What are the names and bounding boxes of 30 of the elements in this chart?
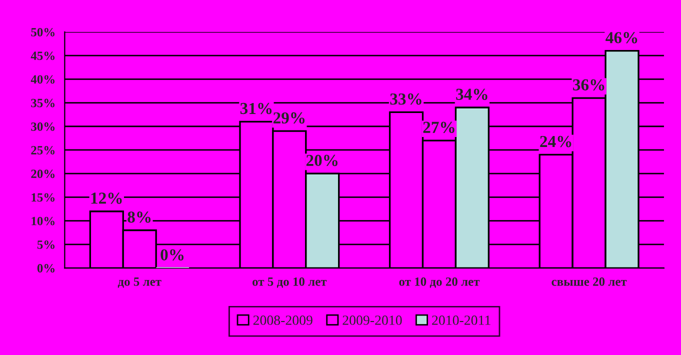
y-tick-label: 20% bbox=[31, 170, 54, 178]
data-label: 31% bbox=[240, 102, 272, 114]
data-label: 24% bbox=[540, 136, 572, 148]
data-label: 27% bbox=[423, 122, 454, 134]
data-label: 0% bbox=[160, 249, 184, 261]
y-tick-label: 40% bbox=[30, 75, 54, 84]
x-tick-label: от 10 до 20 лет bbox=[399, 277, 480, 288]
legend-label: 2008-2009 bbox=[253, 316, 312, 325]
y-tick-label: 5% bbox=[37, 240, 54, 249]
legend-label: 2009-2010 bbox=[342, 316, 402, 325]
legend-label: 2010-2011 bbox=[432, 316, 490, 325]
y-tick-label: 10% bbox=[32, 216, 54, 226]
data-label: 29% bbox=[273, 112, 305, 124]
x-tick-label: от 5 до 10 лет bbox=[252, 277, 327, 288]
data-label: 46% bbox=[606, 32, 638, 44]
y-tick-label: 35% bbox=[31, 98, 54, 108]
y-tick-label: 15% bbox=[32, 193, 54, 202]
data-label: 12% bbox=[91, 192, 122, 204]
y-tick-label: 50% bbox=[31, 28, 54, 36]
x-tick-label: свыше 20 лет bbox=[552, 277, 627, 286]
data-label: 33% bbox=[390, 93, 422, 105]
y-tick-label: 0% bbox=[37, 264, 54, 273]
x-tick-label: до 5 лет bbox=[118, 278, 162, 288]
y-tick-label: 30% bbox=[31, 122, 54, 131]
data-label: 8% bbox=[128, 211, 151, 223]
y-tick-label: 45% bbox=[30, 52, 54, 60]
data-label: 36% bbox=[573, 79, 604, 91]
y-tick-label: 25% bbox=[31, 146, 54, 154]
data-label: 20% bbox=[306, 154, 338, 166]
data-label: 34% bbox=[456, 88, 488, 100]
